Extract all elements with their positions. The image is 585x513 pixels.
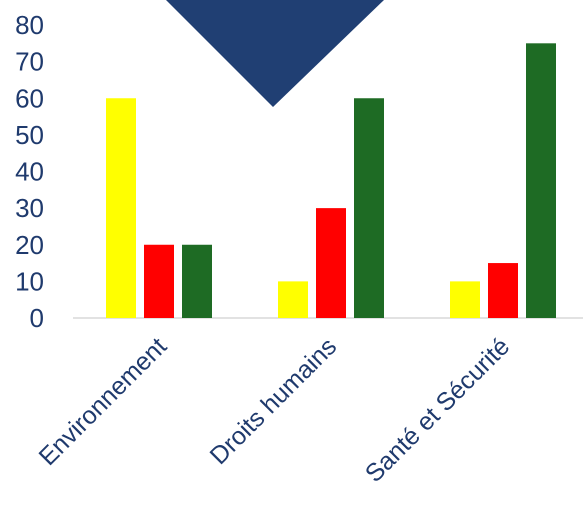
y-tick-label-0: 0 <box>30 303 44 333</box>
category-label-1: Environnement <box>34 332 173 471</box>
bar-2-2 <box>316 208 346 318</box>
category-label-3: Santé et Sécurité <box>360 332 515 487</box>
y-tick-label-80: 80 <box>15 10 44 40</box>
y-tick-label-60: 60 <box>15 83 44 113</box>
bar-2-1 <box>278 281 308 318</box>
bar-1-2 <box>144 244 174 318</box>
decorative-triangle <box>166 0 384 107</box>
y-tick-label-30: 30 <box>15 193 44 223</box>
y-axis-tick-labels: 0 10 20 30 40 50 60 70 80 <box>15 10 44 333</box>
bar-3-1 <box>450 281 480 318</box>
category-labels: Environnement Droits humains Santé et Sécu… <box>34 332 516 487</box>
y-tick-label-70: 70 <box>15 47 44 77</box>
bar-3-3 <box>526 43 556 318</box>
category-label-2: Droits humains <box>205 332 343 470</box>
y-tick-label-50: 50 <box>15 120 44 150</box>
bar-1-1 <box>106 98 136 318</box>
y-tick-label-20: 20 <box>15 230 44 260</box>
bar-1-3 <box>182 244 212 318</box>
bar-3-2 <box>488 263 518 318</box>
y-tick-label-40: 40 <box>15 157 44 187</box>
bar-2-3 <box>354 98 384 318</box>
bars-group <box>106 43 556 318</box>
y-tick-label-10: 10 <box>15 266 44 296</box>
